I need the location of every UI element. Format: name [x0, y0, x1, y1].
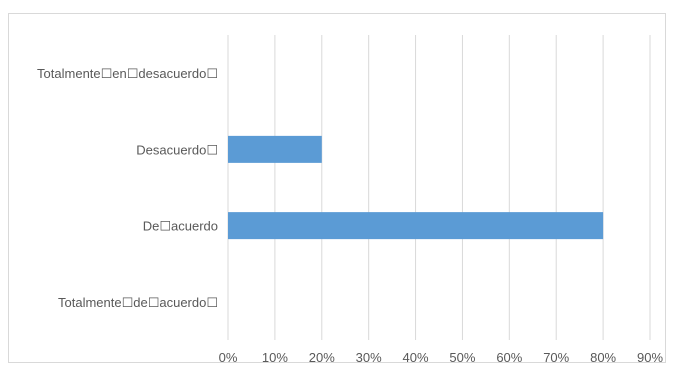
- x-tick-labels: 0% 10% 20% 30% 40% 50% 60% 70% 80% 90%: [219, 350, 664, 365]
- x-tick-label: 10%: [262, 350, 288, 365]
- category-label: Totalmente☐en☐desacuerdo☐: [37, 66, 218, 81]
- x-tick-label: 0%: [219, 350, 238, 365]
- x-tick-label: 70%: [543, 350, 569, 365]
- x-tick-label: 40%: [403, 350, 429, 365]
- x-tick-label: 30%: [356, 350, 382, 365]
- x-tick-label: 90%: [637, 350, 663, 365]
- bars: [228, 135, 604, 240]
- bar-2: [228, 212, 604, 240]
- category-label: De☐acuerdo: [143, 219, 218, 234]
- category-label: Desacuerdo☐: [136, 142, 218, 157]
- x-tick-label: 80%: [590, 350, 616, 365]
- x-tick-label: 50%: [449, 350, 475, 365]
- x-tick-label: 20%: [309, 350, 335, 365]
- x-tick-label: 60%: [496, 350, 522, 365]
- gridlines: [227, 35, 651, 340]
- bar-1: [228, 135, 322, 163]
- category-labels: Totalmente☐en☐desacuerdo☐ Desacuerdo☐ De☐a…: [37, 66, 218, 310]
- category-label: Totalmente☐de☐acuerdo☐: [58, 295, 218, 310]
